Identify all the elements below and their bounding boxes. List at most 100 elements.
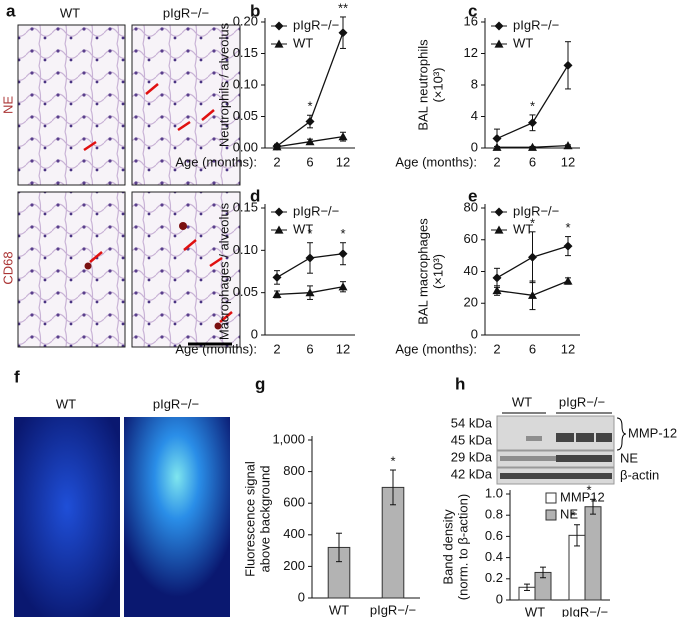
marker — [563, 141, 573, 150]
y-tick-label: 0.6 — [485, 528, 503, 543]
x-tick-label: 2 — [493, 154, 500, 169]
y-tick-label: 0.10 — [233, 242, 258, 257]
legend-label: WT — [293, 35, 313, 50]
bands — [500, 433, 612, 479]
row-label: NE — [0, 96, 15, 114]
x-tick-label: 12 — [336, 154, 350, 169]
marker — [563, 276, 573, 285]
legend-label: WT — [513, 221, 533, 236]
marker — [563, 241, 573, 251]
marker — [528, 252, 537, 262]
column-label: pIgR−/− — [559, 394, 605, 409]
y-tick-label: 0.15 — [233, 199, 258, 214]
marker — [305, 253, 315, 263]
marker-label: 29 kDa — [451, 449, 493, 464]
y-axis-label: Neutrophils / alveolus — [216, 22, 231, 147]
bar — [584, 506, 602, 601]
x-tick-label: 12 — [336, 341, 350, 356]
marker — [272, 289, 282, 298]
legend-swatch — [545, 492, 557, 504]
legend-swatch — [545, 509, 557, 521]
panel-label: d — [250, 186, 260, 205]
x-tick-label: pIgR−/− — [370, 602, 416, 617]
x-tick-label: 2 — [493, 341, 500, 356]
x-axis-label: Age (months): — [395, 154, 477, 169]
y-axis-label: above background — [257, 466, 272, 573]
panel-a: a WT pIgR−/− NE CD68 — [0, 1, 241, 348]
marker — [338, 249, 348, 259]
y-tick-label: 60 — [464, 231, 478, 246]
y-axis-label: (×10³) — [430, 254, 445, 289]
x-tick-label: 6 — [529, 341, 536, 356]
x-tick-label: 12 — [561, 341, 575, 356]
error-bar — [590, 498, 596, 515]
y-tick-label: 800 — [283, 463, 305, 478]
y-axis-label: Fluorescence signal — [242, 461, 257, 577]
panel-label: a — [6, 1, 16, 20]
marker — [272, 142, 282, 151]
blot — [496, 415, 615, 451]
marker — [563, 60, 573, 70]
y-axis-label: (×10³) — [430, 67, 445, 102]
marker — [528, 290, 537, 299]
y-tick-label: 0.20 — [233, 13, 258, 28]
y-tick-label: 400 — [283, 526, 305, 541]
y-tick-label: 0.05 — [233, 108, 258, 123]
y-tick-label: 12 — [464, 45, 478, 60]
legend-label: WT — [293, 221, 313, 236]
y-tick-label: 0 — [251, 326, 258, 341]
error-bar — [336, 532, 342, 563]
micrograph — [131, 24, 241, 186]
panel-label: g — [255, 374, 265, 393]
y-tick-label: 0.05 — [233, 284, 258, 299]
significance: * — [565, 220, 570, 235]
row-label: CD68 — [0, 251, 15, 284]
legend-label: pIgR−/− — [513, 203, 559, 218]
error-bar — [574, 524, 580, 547]
y-axis-label: Macrophages / alveolus — [216, 202, 231, 340]
y-tick-label: 200 — [283, 558, 305, 573]
error-bar — [390, 469, 396, 506]
panel-label: b — [250, 1, 260, 20]
x-tick-label: 2 — [273, 154, 280, 169]
arrows — [83, 83, 233, 323]
marker — [528, 142, 537, 151]
panel-f: f WT pIgR−/− — [14, 367, 230, 617]
marker — [338, 282, 348, 291]
y-tick-label: 600 — [283, 495, 305, 510]
y-tick-label: 1.0 — [485, 485, 503, 500]
significance: * — [340, 226, 345, 241]
marker — [338, 132, 348, 141]
significance: * — [530, 98, 535, 113]
fluorescence-image — [124, 417, 230, 617]
marker-label: 45 kDa — [451, 432, 493, 447]
x-axis-label: Age (months): — [175, 341, 257, 356]
column-label: pIgR−/− — [163, 5, 209, 20]
legend-label: pIgR−/− — [513, 17, 559, 32]
error-bar — [524, 583, 530, 591]
marker-label: 42 kDa — [451, 466, 493, 481]
y-axis-label: BAL neutrophils — [415, 39, 430, 131]
panel-label: f — [14, 367, 20, 386]
y-tick-label: 1,000 — [272, 431, 305, 446]
x-tick-label: 6 — [306, 154, 313, 169]
micrograph — [17, 24, 126, 186]
legend-label: NE — [560, 506, 578, 521]
x-tick-label: 2 — [273, 341, 280, 356]
fluorescence-image — [14, 417, 120, 617]
panel-label: h — [455, 374, 465, 393]
y-tick-label: 20 — [464, 295, 478, 310]
marker — [528, 118, 537, 128]
y-tick-label: 0.10 — [233, 76, 258, 91]
x-tick-label: pIgR−/− — [562, 604, 608, 617]
y-tick-label: 4 — [471, 108, 478, 123]
marker — [492, 134, 502, 144]
micrograph — [17, 191, 126, 348]
significance: * — [586, 483, 591, 498]
error-bar — [540, 566, 546, 579]
x-tick-label: 12 — [561, 154, 575, 169]
marker — [305, 288, 315, 297]
column-label: WT — [60, 5, 80, 20]
panel-h-blot: h WT pIgR−/− 54 kDa 45 kDa 29 kDa 42 kDa… — [451, 374, 677, 485]
